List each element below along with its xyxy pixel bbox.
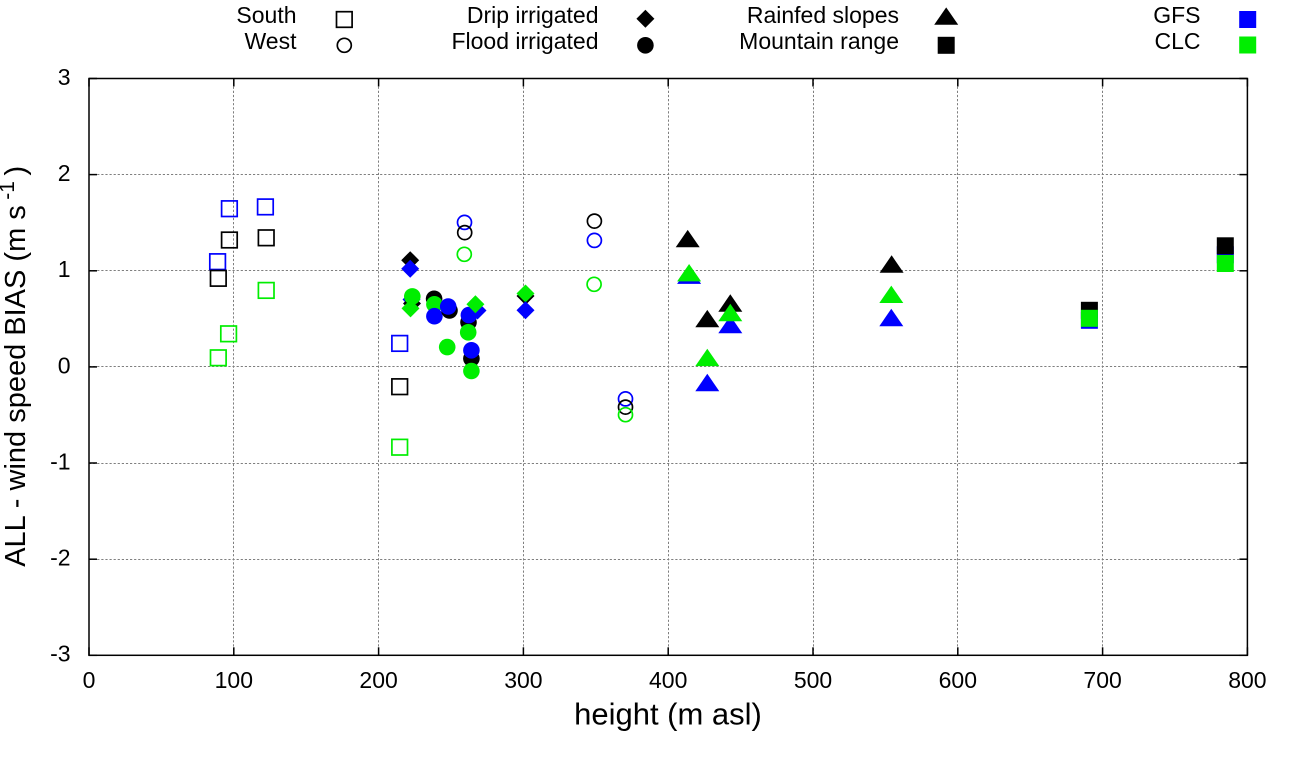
svg-text:West: West [245, 28, 298, 54]
svg-text:800: 800 [1228, 667, 1266, 693]
svg-text:Mountain range: Mountain range [739, 28, 899, 54]
svg-text:100: 100 [215, 667, 253, 693]
svg-text:-2: -2 [50, 545, 70, 571]
svg-text:GFS: GFS [1153, 2, 1200, 28]
svg-text:400: 400 [649, 667, 687, 693]
svg-text:0: 0 [83, 667, 96, 693]
svg-text:CLC: CLC [1154, 28, 1200, 54]
svg-text:200: 200 [359, 667, 397, 693]
svg-text:0: 0 [58, 352, 71, 378]
svg-text:Drip irrigated: Drip irrigated [467, 2, 599, 28]
svg-text:500: 500 [794, 667, 832, 693]
svg-text:700: 700 [1083, 667, 1121, 693]
svg-text:height (m asl): height (m asl) [574, 696, 762, 731]
svg-text:Flood irrigated: Flood irrigated [451, 28, 598, 54]
svg-text:3: 3 [58, 64, 71, 90]
svg-text:600: 600 [939, 667, 977, 693]
svg-text:-3: -3 [50, 641, 70, 667]
svg-text:ALL - wind speed BIAS (m s-1): ALL - wind speed BIAS (m s-1) [0, 166, 32, 567]
svg-text:-1: -1 [50, 448, 70, 474]
svg-text:South: South [236, 2, 296, 28]
svg-text:1: 1 [58, 256, 71, 282]
svg-text:300: 300 [504, 667, 542, 693]
svg-text:2: 2 [58, 160, 71, 186]
svg-text:Rainfed slopes: Rainfed slopes [747, 2, 899, 28]
